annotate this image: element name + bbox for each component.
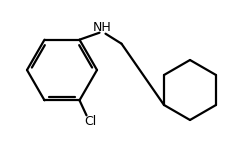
Text: NH: NH	[93, 21, 112, 34]
Text: Cl: Cl	[84, 115, 96, 128]
